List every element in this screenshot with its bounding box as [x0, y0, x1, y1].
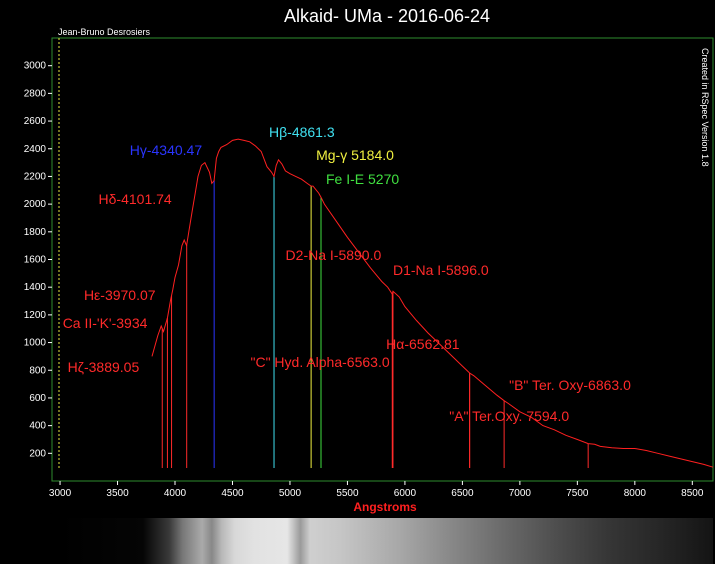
spectrum-line: [151, 138, 714, 468]
x-tick-label: 5000: [279, 488, 302, 499]
line-label: "A" Ter.Oxy. 7594.0: [449, 408, 569, 424]
x-tick-label: 5500: [336, 488, 359, 499]
plot-border: [51, 37, 714, 482]
y-tick-label: 800: [29, 365, 46, 376]
x-tick-label: 6000: [394, 488, 417, 499]
software-note: Created in RSpec Version 1.8: [700, 48, 710, 167]
y-tick-label: 3000: [24, 61, 47, 72]
x-tick-label: 8000: [624, 488, 647, 499]
x-axis-label: Angstroms: [353, 500, 417, 514]
y-tick-label: 400: [29, 421, 46, 432]
x-tick-label: 3000: [49, 488, 72, 499]
line-label: Hβ-4861.3: [269, 124, 335, 140]
line-label: Ca II-'K'-3934: [63, 315, 148, 331]
line-label: D2-Na I-5890.0: [286, 247, 382, 263]
x-tick-label: 4500: [221, 488, 244, 499]
y-tick-label: 2000: [24, 199, 47, 210]
x-tick-label: 7000: [509, 488, 532, 499]
y-tick-label: 600: [29, 393, 46, 404]
y-tick-label: 200: [29, 448, 46, 459]
x-tick-label: 7500: [566, 488, 589, 499]
line-label: Hγ-4340.47: [130, 142, 203, 158]
line-labels: Hζ-3889.05 Ca II-'K'-3934 Hε-3970.07 Hδ-410…: [63, 124, 631, 424]
y-axis: 200 400 600 800 1000 1200 1400 1600 1800 2000 2200…: [24, 61, 52, 459]
line-label: Mg-γ 5184.0: [316, 147, 394, 163]
line-label: "C" Hyd. Alpha-6563.0: [250, 354, 389, 370]
x-axis: 3000 3500 4000 4500 5000 5500 6000 6500 7000 7500…: [49, 481, 704, 499]
x-tick-label: 4000: [164, 488, 187, 499]
y-tick-label: 2600: [24, 116, 47, 127]
x-tick-label: 8500: [681, 488, 704, 499]
line-label: Hδ-4101.74: [99, 191, 172, 207]
y-tick-label: 1600: [24, 255, 47, 266]
chart-title: Alkaid- UMa - 2016-06-24: [284, 6, 490, 26]
y-tick-label: 1200: [24, 310, 47, 321]
line-label: D1-Na I-5896.0: [393, 262, 489, 278]
y-tick-label: 2800: [24, 88, 47, 99]
line-label: Fe I-E 5270: [326, 171, 399, 187]
y-tick-label: 1000: [24, 338, 47, 349]
x-tick-label: 3500: [106, 488, 129, 499]
y-tick-label: 1400: [24, 282, 47, 293]
author-label: Jean-Bruno Desrosiers: [58, 27, 151, 37]
spectrum-strip: [58, 518, 713, 564]
line-label: "B" Ter. Oxy-6863.0: [509, 377, 631, 393]
y-tick-label: 2200: [24, 171, 47, 182]
line-label: Hζ-3889.05: [68, 359, 140, 375]
line-label: Hα-6562.81: [386, 336, 460, 352]
line-markers: [161, 176, 589, 468]
line-label: Hε-3970.07: [84, 287, 156, 303]
x-tick-label: 6500: [451, 488, 474, 499]
spectrum-series: [151, 138, 714, 468]
y-tick-label: 1800: [24, 227, 47, 238]
y-tick-label: 2400: [24, 144, 47, 155]
